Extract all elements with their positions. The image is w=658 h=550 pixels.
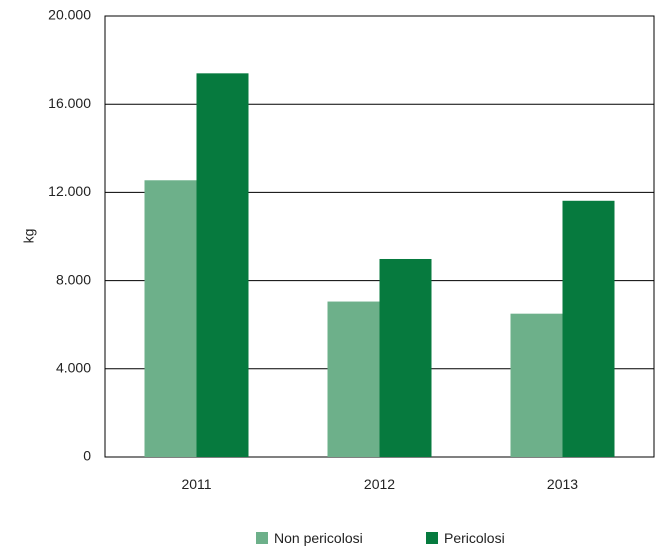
bar-pericolosi-2012 bbox=[379, 258, 432, 457]
legend-item-pericolosi: Pericolosi bbox=[426, 530, 505, 546]
x-axis-tick-labels: 2011 2012 2013 bbox=[181, 476, 578, 492]
y-axis-title: kg bbox=[21, 229, 37, 244]
y-tick-label: 20.000 bbox=[48, 7, 91, 23]
bar-non-pericolosi-2012 bbox=[327, 301, 380, 457]
legend-label: Non pericolosi bbox=[274, 530, 363, 546]
bar-pericolosi-2011 bbox=[196, 73, 249, 457]
y-axis-tick-labels: 0 4.000 8.000 12.000 16.000 20.000 bbox=[48, 7, 91, 464]
legend-swatch bbox=[426, 532, 438, 544]
y-tick-label: 8.000 bbox=[56, 271, 91, 287]
y-tick-label: 0 bbox=[83, 448, 91, 464]
x-tick-label: 2013 bbox=[547, 476, 578, 492]
x-tick-label: 2011 bbox=[181, 476, 211, 492]
bar-non-pericolosi-2013 bbox=[510, 313, 563, 457]
legend-label: Pericolosi bbox=[444, 530, 505, 546]
bars bbox=[144, 73, 615, 458]
bar-pericolosi-2013 bbox=[562, 200, 615, 458]
y-tick-label: 12.000 bbox=[48, 183, 91, 199]
legend-swatch bbox=[256, 532, 268, 544]
bar-non-pericolosi-2011 bbox=[144, 180, 197, 457]
plot-area bbox=[104, 15, 655, 458]
y-tick-label: 4.000 bbox=[56, 360, 91, 376]
y-tick-label: 16.000 bbox=[48, 95, 91, 111]
chart-legend: Non pericolosi Pericolosi bbox=[0, 530, 658, 550]
x-tick-label: 2012 bbox=[364, 476, 395, 492]
legend-item-non-pericolosi: Non pericolosi bbox=[256, 530, 363, 546]
